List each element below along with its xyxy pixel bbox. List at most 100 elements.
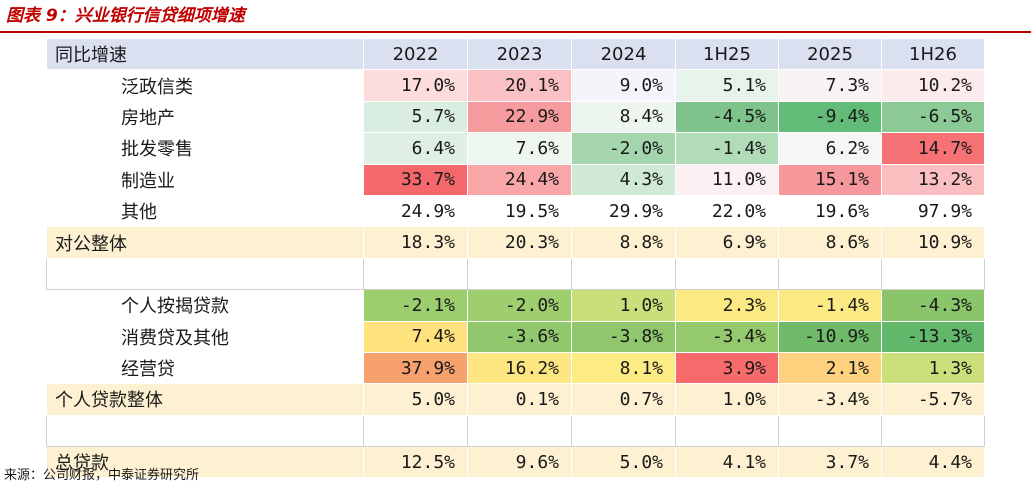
table-row: 其他 24.9% 19.5% 29.9% 22.0% 19.6% 97.9% [46, 194, 985, 228]
value-cell: 5.0% [571, 446, 676, 479]
value-cell [778, 257, 882, 291]
value-cell: 1.3% [881, 351, 985, 385]
table-row: 对公整体 18.3% 20.3% 8.8% 6.9% 8.6% 10.9% [46, 226, 985, 259]
row-label: 其他 [46, 194, 364, 228]
value-cell: 10.2% [881, 69, 985, 102]
value-cell: -6.5% [881, 100, 985, 134]
value-cell: 5.1% [675, 69, 779, 102]
value-cell: -3.4% [778, 383, 882, 416]
value-cell: 8.6% [778, 226, 882, 259]
value-cell: 10.9% [881, 226, 985, 259]
value-cell: 33.7% [363, 163, 468, 196]
col-header: 2025 [778, 37, 882, 71]
value-cell [467, 257, 572, 291]
value-cell: 1.0% [675, 383, 779, 416]
value-cell: 4.1% [675, 446, 779, 479]
row-label: 经营贷 [46, 351, 364, 385]
row-label: 消费贷及其他 [46, 320, 364, 353]
table-row: 批发零售 6.4% 7.6% -2.0% -1.4% 6.2% 14.7% [46, 132, 985, 165]
growth-table: 同比增速 2022 2023 2024 1H25 2025 1H26 泛政信类 1… [46, 37, 985, 479]
chart-title: 图表 9：兴业银行信贷细项增速 [6, 6, 245, 26]
spacer-row [46, 257, 985, 291]
value-cell: -2.0% [571, 132, 676, 165]
value-cell: -5.7% [881, 383, 985, 416]
value-cell: 8.8% [571, 226, 676, 259]
value-cell: 4.3% [571, 163, 676, 196]
value-cell: -4.3% [881, 289, 985, 322]
value-cell: 29.9% [571, 194, 676, 228]
value-cell: 24.4% [467, 163, 572, 196]
col-header: 2023 [467, 37, 572, 71]
value-cell: 18.3% [363, 226, 468, 259]
value-cell: -13.3% [881, 320, 985, 353]
row-label: 个人贷款整体 [46, 383, 364, 416]
value-cell: -2.1% [363, 289, 468, 322]
value-cell [675, 414, 779, 448]
value-cell: 97.9% [881, 194, 985, 228]
value-cell [363, 414, 468, 448]
value-cell: 6.4% [363, 132, 468, 165]
value-cell: 4.4% [881, 446, 985, 479]
value-cell: 16.2% [467, 351, 572, 385]
value-cell: 7.4% [363, 320, 468, 353]
col-header: 2024 [571, 37, 676, 71]
value-cell: 0.7% [571, 383, 676, 416]
value-cell: 9.0% [571, 69, 676, 102]
value-cell [467, 414, 572, 448]
row-label: 批发零售 [46, 132, 364, 165]
table-row: 个人按揭贷款 -2.1% -2.0% 1.0% 2.3% -1.4% -4.3% [46, 289, 985, 322]
value-cell: 20.1% [467, 69, 572, 102]
value-cell [881, 414, 985, 448]
col-header: 2022 [363, 37, 468, 71]
row-label: 房地产 [46, 100, 364, 134]
value-cell: 37.9% [363, 351, 468, 385]
value-cell: 5.0% [363, 383, 468, 416]
value-cell: 2.1% [778, 351, 882, 385]
value-cell: -3.8% [571, 320, 676, 353]
value-cell: -2.0% [467, 289, 572, 322]
value-cell: 15.1% [778, 163, 882, 196]
value-cell: -1.4% [778, 289, 882, 322]
value-cell: 22.0% [675, 194, 779, 228]
header-row: 同比增速 2022 2023 2024 1H25 2025 1H26 [46, 37, 985, 71]
value-cell: 19.6% [778, 194, 882, 228]
value-cell: 8.1% [571, 351, 676, 385]
col-header: 1H25 [675, 37, 779, 71]
row-label: 泛政信类 [46, 69, 364, 102]
value-cell: 17.0% [363, 69, 468, 102]
value-cell [881, 257, 985, 291]
value-cell: 24.9% [363, 194, 468, 228]
value-cell: 6.9% [675, 226, 779, 259]
table-row: 经营贷 37.9% 16.2% 8.1% 3.9% 2.1% 1.3% [46, 351, 985, 385]
row-label [46, 257, 364, 291]
table-row: 制造业 33.7% 24.4% 4.3% 11.0% 15.1% 13.2% [46, 163, 985, 196]
row-label: 对公整体 [46, 226, 364, 259]
value-cell [675, 257, 779, 291]
value-cell: 2.3% [675, 289, 779, 322]
value-cell: 1.0% [571, 289, 676, 322]
row-label [46, 414, 364, 448]
value-cell: 20.3% [467, 226, 572, 259]
value-cell [363, 257, 468, 291]
spacer-row [46, 414, 985, 448]
table-row: 消费贷及其他 7.4% -3.6% -3.8% -3.4% -10.9% -13.3% [46, 320, 985, 353]
table-row: 房地产 5.7% 22.9% 8.4% -4.5% -9.4% -6.5% [46, 100, 985, 134]
value-cell: -4.5% [675, 100, 779, 134]
table-row: 个人贷款整体 5.0% 0.1% 0.7% 1.0% -3.4% -5.7% [46, 383, 985, 416]
value-cell: -3.6% [467, 320, 572, 353]
col-header: 1H26 [881, 37, 985, 71]
value-cell: -10.9% [778, 320, 882, 353]
value-cell: 3.7% [778, 446, 882, 479]
value-cell: 8.4% [571, 100, 676, 134]
value-cell: -1.4% [675, 132, 779, 165]
row-label: 总贷款 [46, 446, 364, 479]
header-label: 同比增速 [46, 37, 364, 71]
value-cell: 12.5% [363, 446, 468, 479]
value-cell: 14.7% [881, 132, 985, 165]
table-row: 泛政信类 17.0% 20.1% 9.0% 5.1% 7.3% 10.2% [46, 69, 985, 102]
source-note: 来源：公司财报，中泰证券研究所 [4, 468, 200, 483]
row-label: 制造业 [46, 163, 364, 196]
table-row: 总贷款 12.5% 9.6% 5.0% 4.1% 3.7% 4.4% [46, 446, 985, 479]
value-cell: 6.2% [778, 132, 882, 165]
title-rule [0, 31, 1031, 33]
